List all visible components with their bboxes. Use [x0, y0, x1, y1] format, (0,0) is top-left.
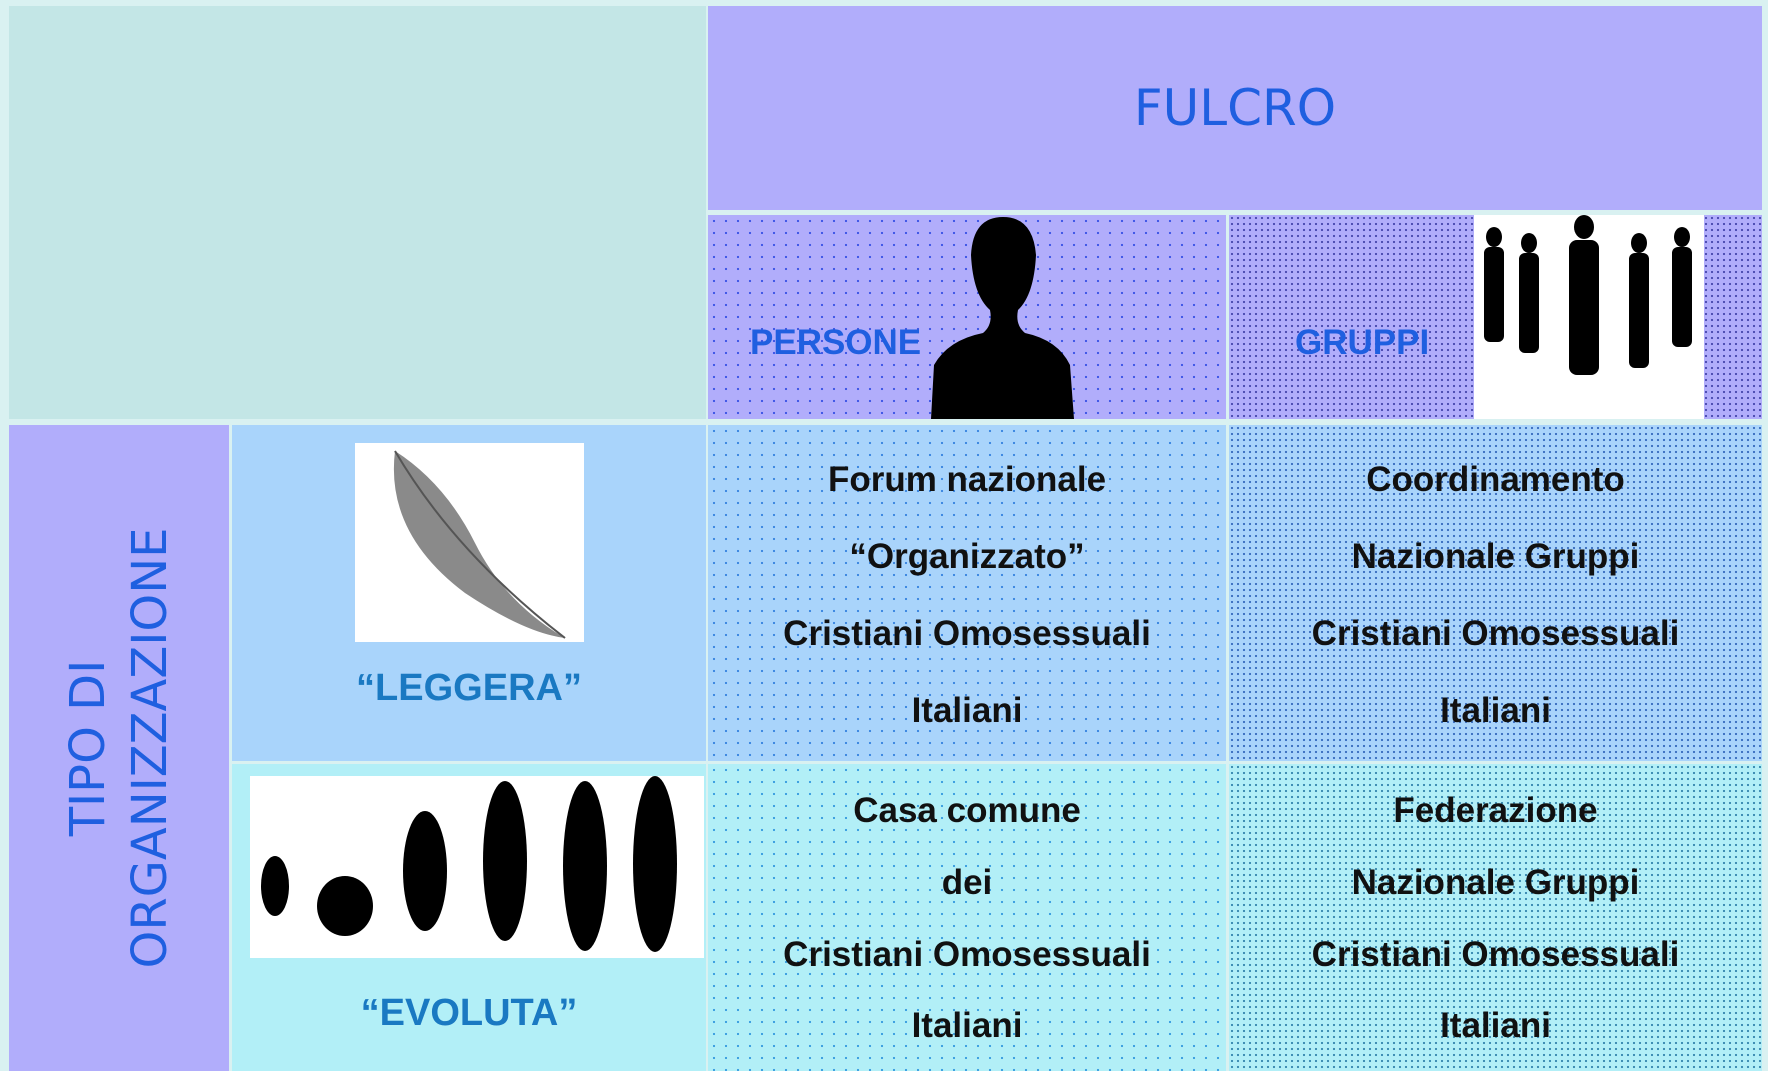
- cell-line: Italiani: [911, 691, 1023, 730]
- column-header: PERSONE: [708, 215, 1226, 419]
- column-label: PERSONE: [750, 323, 922, 362]
- row-header-line: ORGANIZZAZIONE: [122, 527, 178, 969]
- cell-line: Cristiani Omosessuali: [1311, 934, 1680, 974]
- column-label: GRUPPI: [1295, 323, 1430, 362]
- column-header: GRUPPI: [1229, 215, 1762, 419]
- cell-line: “Organizzato”: [849, 537, 1085, 576]
- cell-line: Cristiani Omosessuali: [783, 614, 1151, 653]
- cell-line: Cristiani Omosessuali: [1311, 614, 1680, 653]
- row-header-text: TIPO DI ORGANIZZAZIONE: [57, 528, 181, 969]
- cell-line: Italiani: [1440, 1006, 1551, 1046]
- cell-line: Nazionale Gruppi: [1351, 537, 1640, 576]
- evolution-image: [250, 776, 704, 958]
- cell: Casa comune dei Cristiani Omosessuali Itali…: [708, 764, 1226, 1071]
- row-header: TIPO DI ORGANIZZAZIONE: [9, 425, 229, 1071]
- cell: Forum nazionale “Organizzato” Cristiani Om…: [708, 425, 1226, 761]
- cell-line: Nazionale Gruppi: [1351, 862, 1640, 902]
- row-label: “LEGGERA”: [356, 667, 582, 709]
- row-label-cell: “EVOLUTA”: [232, 764, 706, 1071]
- row-header-line: TIPO DI: [60, 659, 116, 837]
- cell-line: dei: [941, 862, 993, 902]
- cell-line: Italiani: [911, 1006, 1023, 1046]
- row-label-cell: “LEGGERA”: [232, 425, 706, 761]
- feather-image: [355, 443, 584, 642]
- header-title: FULCRO: [708, 6, 1762, 210]
- cell: Coordinamento Nazionale Gruppi Cristiani O…: [1229, 425, 1762, 761]
- cell-line: Casa comune: [853, 791, 1081, 830]
- corner-block: [9, 6, 706, 419]
- cell-line: Cristiani Omosessuali: [783, 934, 1151, 974]
- row-label: “EVOLUTA”: [360, 992, 578, 1034]
- cell-line: Forum nazionale: [827, 460, 1107, 499]
- cell-line: Coordinamento: [1366, 460, 1625, 499]
- cell-line: Federazione: [1393, 791, 1598, 830]
- person-silhouette: [931, 217, 1074, 419]
- cell: Federazione Nazionale Gruppi Cristiani Omo…: [1229, 764, 1762, 1071]
- group-silhouette: [1474, 215, 1704, 419]
- cell-line: Italiani: [1440, 691, 1551, 730]
